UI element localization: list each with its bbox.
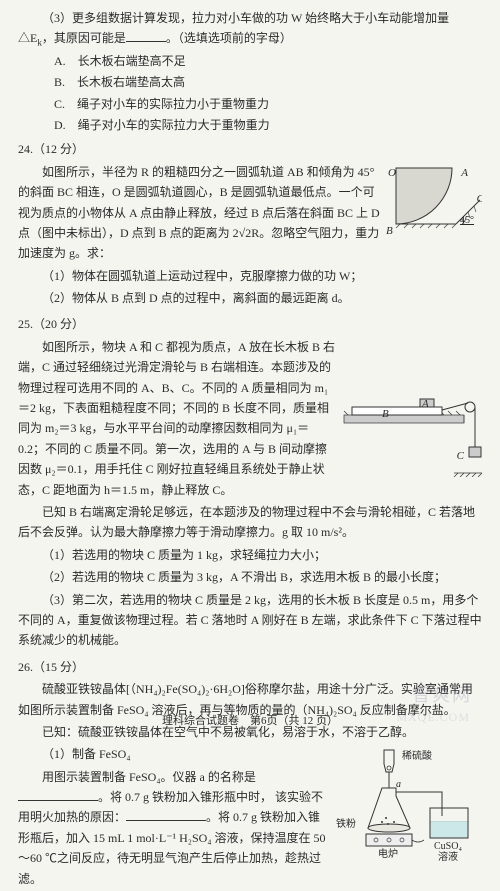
q25-label-b: B (382, 405, 389, 424)
q26-s1b: 。将 0.7 g 铁粉加入锥形瓶中时， (98, 790, 272, 804)
q24-label-b: B (386, 222, 393, 241)
q26-label-soln: 溶液 (438, 849, 458, 866)
q24: 24.（12 分） A O B C 45° 如图所示，半径为 R 的粗糙四分之一… (18, 139, 482, 310)
q24-figure: A O B C 45° (392, 164, 482, 236)
q23-choice-d: D. 绳子对小车的实际拉力大于重物重力 (18, 115, 482, 135)
q26-s1a: 用图示装置制备 FeSO₄。仪器 a 的名称是 (42, 770, 256, 784)
q26-header: 26.（15 分） (18, 657, 482, 677)
q23-part3: （3）更多组数据计算发现，拉力对小车做的功 W 始终略大于小车动能增加量△Ek，… (18, 8, 482, 135)
q25-sub2: （2）若选用的物块 C 质量为 3 kg，A 不滑出 B，求选用木板 B 的最小… (18, 567, 482, 587)
q24-label-c: C (477, 190, 482, 209)
q26-label-a: a (396, 776, 401, 793)
q23-p3-l3: 。（选填选项前的字母） (166, 31, 292, 45)
q25-header: 25.（20 分） (18, 314, 482, 334)
q24-header: 24.（12 分） (18, 139, 482, 159)
q26-label-iron: 铁粉 (336, 816, 356, 833)
q26-figure: 稀硫酸 a 铁粉 电炉 CuSO₄ 溶液 (332, 746, 482, 866)
q25-label-a: A (422, 395, 429, 414)
q24-label-ang: 45° (460, 212, 474, 229)
q23-choice-c: C. 绳子对小车的实际拉力小于重物重力 (18, 94, 482, 114)
blank-reason (126, 809, 206, 821)
page-footer: 理科综合试题卷 第6页（共 12 页） (0, 712, 500, 731)
q23-choice-b: B. 长木板右端垫高太高 (18, 72, 482, 92)
q24-sub2: （2）物体从 B 点到 D 点的过程中，离斜面的最远距离 d。 (18, 288, 482, 308)
q24-label-o: O (388, 164, 396, 183)
q24-label-a: A (461, 164, 468, 183)
q24-sub1: （1）物体在圆弧轨道上运动过程中，克服摩擦力做的功 W； (18, 266, 482, 286)
q23-p3-l2: ，其原因可能是 (42, 31, 126, 45)
q23-part3-text: （3）更多组数据计算发现，拉力对小车做的功 W 始终略大于小车动能增加量△Ek，… (18, 8, 482, 49)
q25-label-c: C (457, 447, 464, 466)
q25-sub1: （1）若选用的物块 C 质量为 1 kg，求轻绳拉力大小； (18, 545, 482, 565)
q26-label-acid: 稀硫酸 (402, 748, 432, 765)
q25-sub3: （3）第二次，若选用的物块 C 质量是 2 kg，选用的长木板 B 长度是 0.… (18, 590, 482, 651)
q26: 26.（15 分） 硫酸亚铁铵晶体[（NH₄)₂Fe(SO₄)₂·6H₂O]俗称… (18, 657, 482, 891)
q25-figure: A B C (342, 397, 482, 477)
blank-instrument (18, 789, 98, 801)
q23-choice-a: A. 长木板右端垫高不足 (18, 51, 482, 71)
q25-p2: 已知 B 右端离定滑轮足够远，在本题涉及的物理过程中不会与滑轮相碰，C 若落地后… (18, 502, 482, 543)
q26-label-stove: 电炉 (378, 846, 398, 863)
q25: 25.（20 分） (18, 314, 482, 652)
blank-answer (126, 30, 166, 42)
